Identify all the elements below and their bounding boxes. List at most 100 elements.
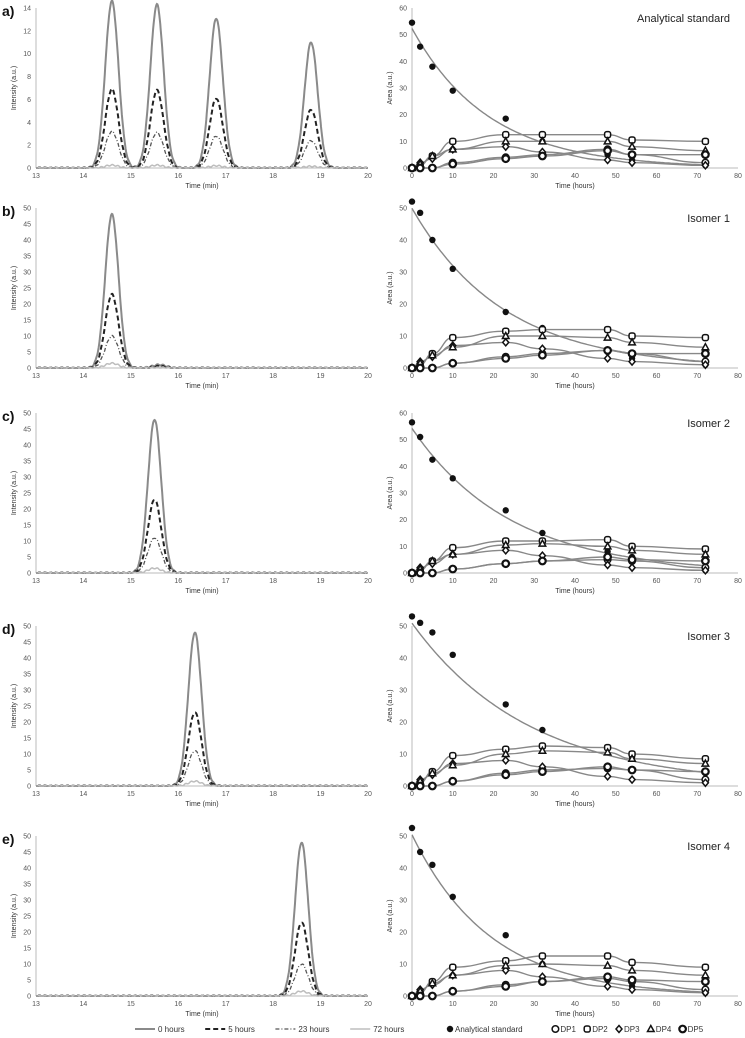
y-tick-label: 10 [399, 544, 407, 551]
y-tick-label: 40 [23, 656, 31, 663]
x-tick-label: 40 [571, 1001, 579, 1008]
x-tick-label: 14 [80, 373, 88, 380]
y-axis-label: Area (a.u.) [387, 271, 394, 304]
data-point-dp3 [628, 356, 637, 367]
data-point-dp5 [415, 163, 425, 173]
series-line-72-hours [36, 361, 368, 369]
y-tick-label: 35 [23, 254, 31, 261]
y-tick-label: 50 [23, 206, 31, 213]
data-point-analytical-standard [408, 419, 416, 426]
y-tick-label: 14 [23, 6, 31, 13]
marker-diamond [628, 356, 637, 367]
data-point-dp5 [603, 552, 612, 562]
data-point-dp3 [628, 984, 637, 995]
y-tick-label: 40 [23, 866, 31, 873]
data-point-dp5 [407, 781, 417, 791]
marker-bold-circle [448, 986, 458, 996]
x-tick-label: 17 [222, 1001, 230, 1008]
data-point-analytical-standard [502, 308, 509, 316]
data-point-dp5 [678, 1024, 687, 1034]
marker-diamond [603, 155, 612, 165]
marker-filled-circle [408, 824, 416, 832]
data-point-analytical-standard [449, 651, 456, 658]
marker-bold-circle [415, 568, 425, 578]
marker-filled-circle [416, 43, 424, 50]
x-tick-label: 50 [612, 173, 620, 180]
marker-bold-circle [427, 363, 437, 373]
marker-bold-circle [427, 991, 437, 1001]
data-point-dp5 [448, 358, 458, 368]
data-point-dp4 [537, 958, 547, 968]
marker-rounded-square [583, 1025, 591, 1033]
x-tick-label: 14 [80, 791, 88, 798]
data-point-analytical-standard [539, 529, 546, 537]
x-tick-label: 30 [530, 791, 538, 798]
x-axis-label: Time (min) [185, 1011, 218, 1018]
marker-rounded-square [701, 963, 710, 971]
x-axis-label: Time (min) [185, 183, 218, 190]
data-point-analytical-standard [408, 198, 416, 205]
marker-bold-circle [427, 568, 437, 578]
data-point-dp5 [427, 163, 437, 173]
x-tick-label: 17 [222, 791, 230, 798]
marker-diamond [501, 755, 510, 766]
marker-bold-circle [603, 552, 612, 562]
marker-filled-circle [539, 529, 546, 537]
x-tick-label: 20 [490, 791, 498, 798]
y-tick-label: 40 [23, 238, 31, 245]
y-tick-label: 10 [399, 962, 407, 969]
marker-bold-circle [448, 358, 458, 368]
data-point-analytical-standard [408, 19, 416, 26]
marker-filled-circle [429, 861, 436, 868]
y-axis-label: Area (a.u.) [387, 476, 394, 509]
series-line-5-hours [36, 498, 368, 574]
data-point-dp3 [501, 337, 510, 348]
x-tick-label: 70 [693, 173, 701, 180]
marker-triangle [501, 539, 511, 549]
data-point-dp4 [427, 150, 437, 160]
marker-triangle [448, 342, 458, 351]
y-tick-label: 15 [23, 736, 31, 743]
series-line-0-hours [36, 631, 368, 787]
data-point-dp5 [627, 765, 637, 775]
y-tick-label: 60 [399, 6, 407, 13]
data-point-analytical-standard [449, 87, 456, 94]
data-point-dp4 [603, 747, 613, 756]
marker-bold-circle [627, 150, 637, 160]
marker-triangle [537, 958, 547, 968]
marker-rounded-square [628, 958, 636, 967]
x-tick-label: 17 [222, 173, 230, 180]
y-tick-label: 5 [27, 768, 31, 775]
data-point-dp4 [603, 960, 613, 969]
fit-curve-Analytical-standard [411, 28, 706, 166]
marker-triangle [603, 960, 613, 969]
marker-bold-circle [538, 767, 547, 776]
y-tick-label: 30 [399, 86, 407, 93]
x-axis-label: Time (hours) [555, 801, 594, 808]
data-point-analytical-standard [502, 115, 509, 122]
data-point-dp5 [538, 556, 547, 566]
marker-triangle [448, 549, 458, 558]
y-axis-label: Area (a.u.) [387, 71, 394, 104]
data-point-dp5 [603, 762, 612, 772]
data-point-analytical-standard [416, 848, 424, 856]
marker-triangle [627, 337, 637, 346]
panel-label: d) [2, 621, 15, 637]
y-tick-label: 30 [23, 688, 31, 695]
x-tick-label: 14 [80, 1001, 88, 1008]
series-line-72-hours [36, 567, 368, 574]
data-point-dp4 [537, 330, 547, 340]
data-point-dp2 [449, 751, 457, 760]
data-point-dp3 [701, 988, 710, 998]
x-tick-label: 19 [317, 173, 325, 180]
marker-filled-circle [408, 419, 416, 426]
marker-triangle [627, 141, 637, 150]
data-point-dp5 [538, 151, 547, 161]
marker-diamond [501, 142, 510, 152]
x-tick-label: 60 [653, 1001, 661, 1008]
marker-bold-circle [415, 781, 425, 791]
marker-filled-circle [429, 63, 436, 70]
marker-open-circle [551, 1024, 560, 1034]
data-point-dp4 [501, 748, 511, 758]
marker-filled-circle [429, 236, 436, 244]
